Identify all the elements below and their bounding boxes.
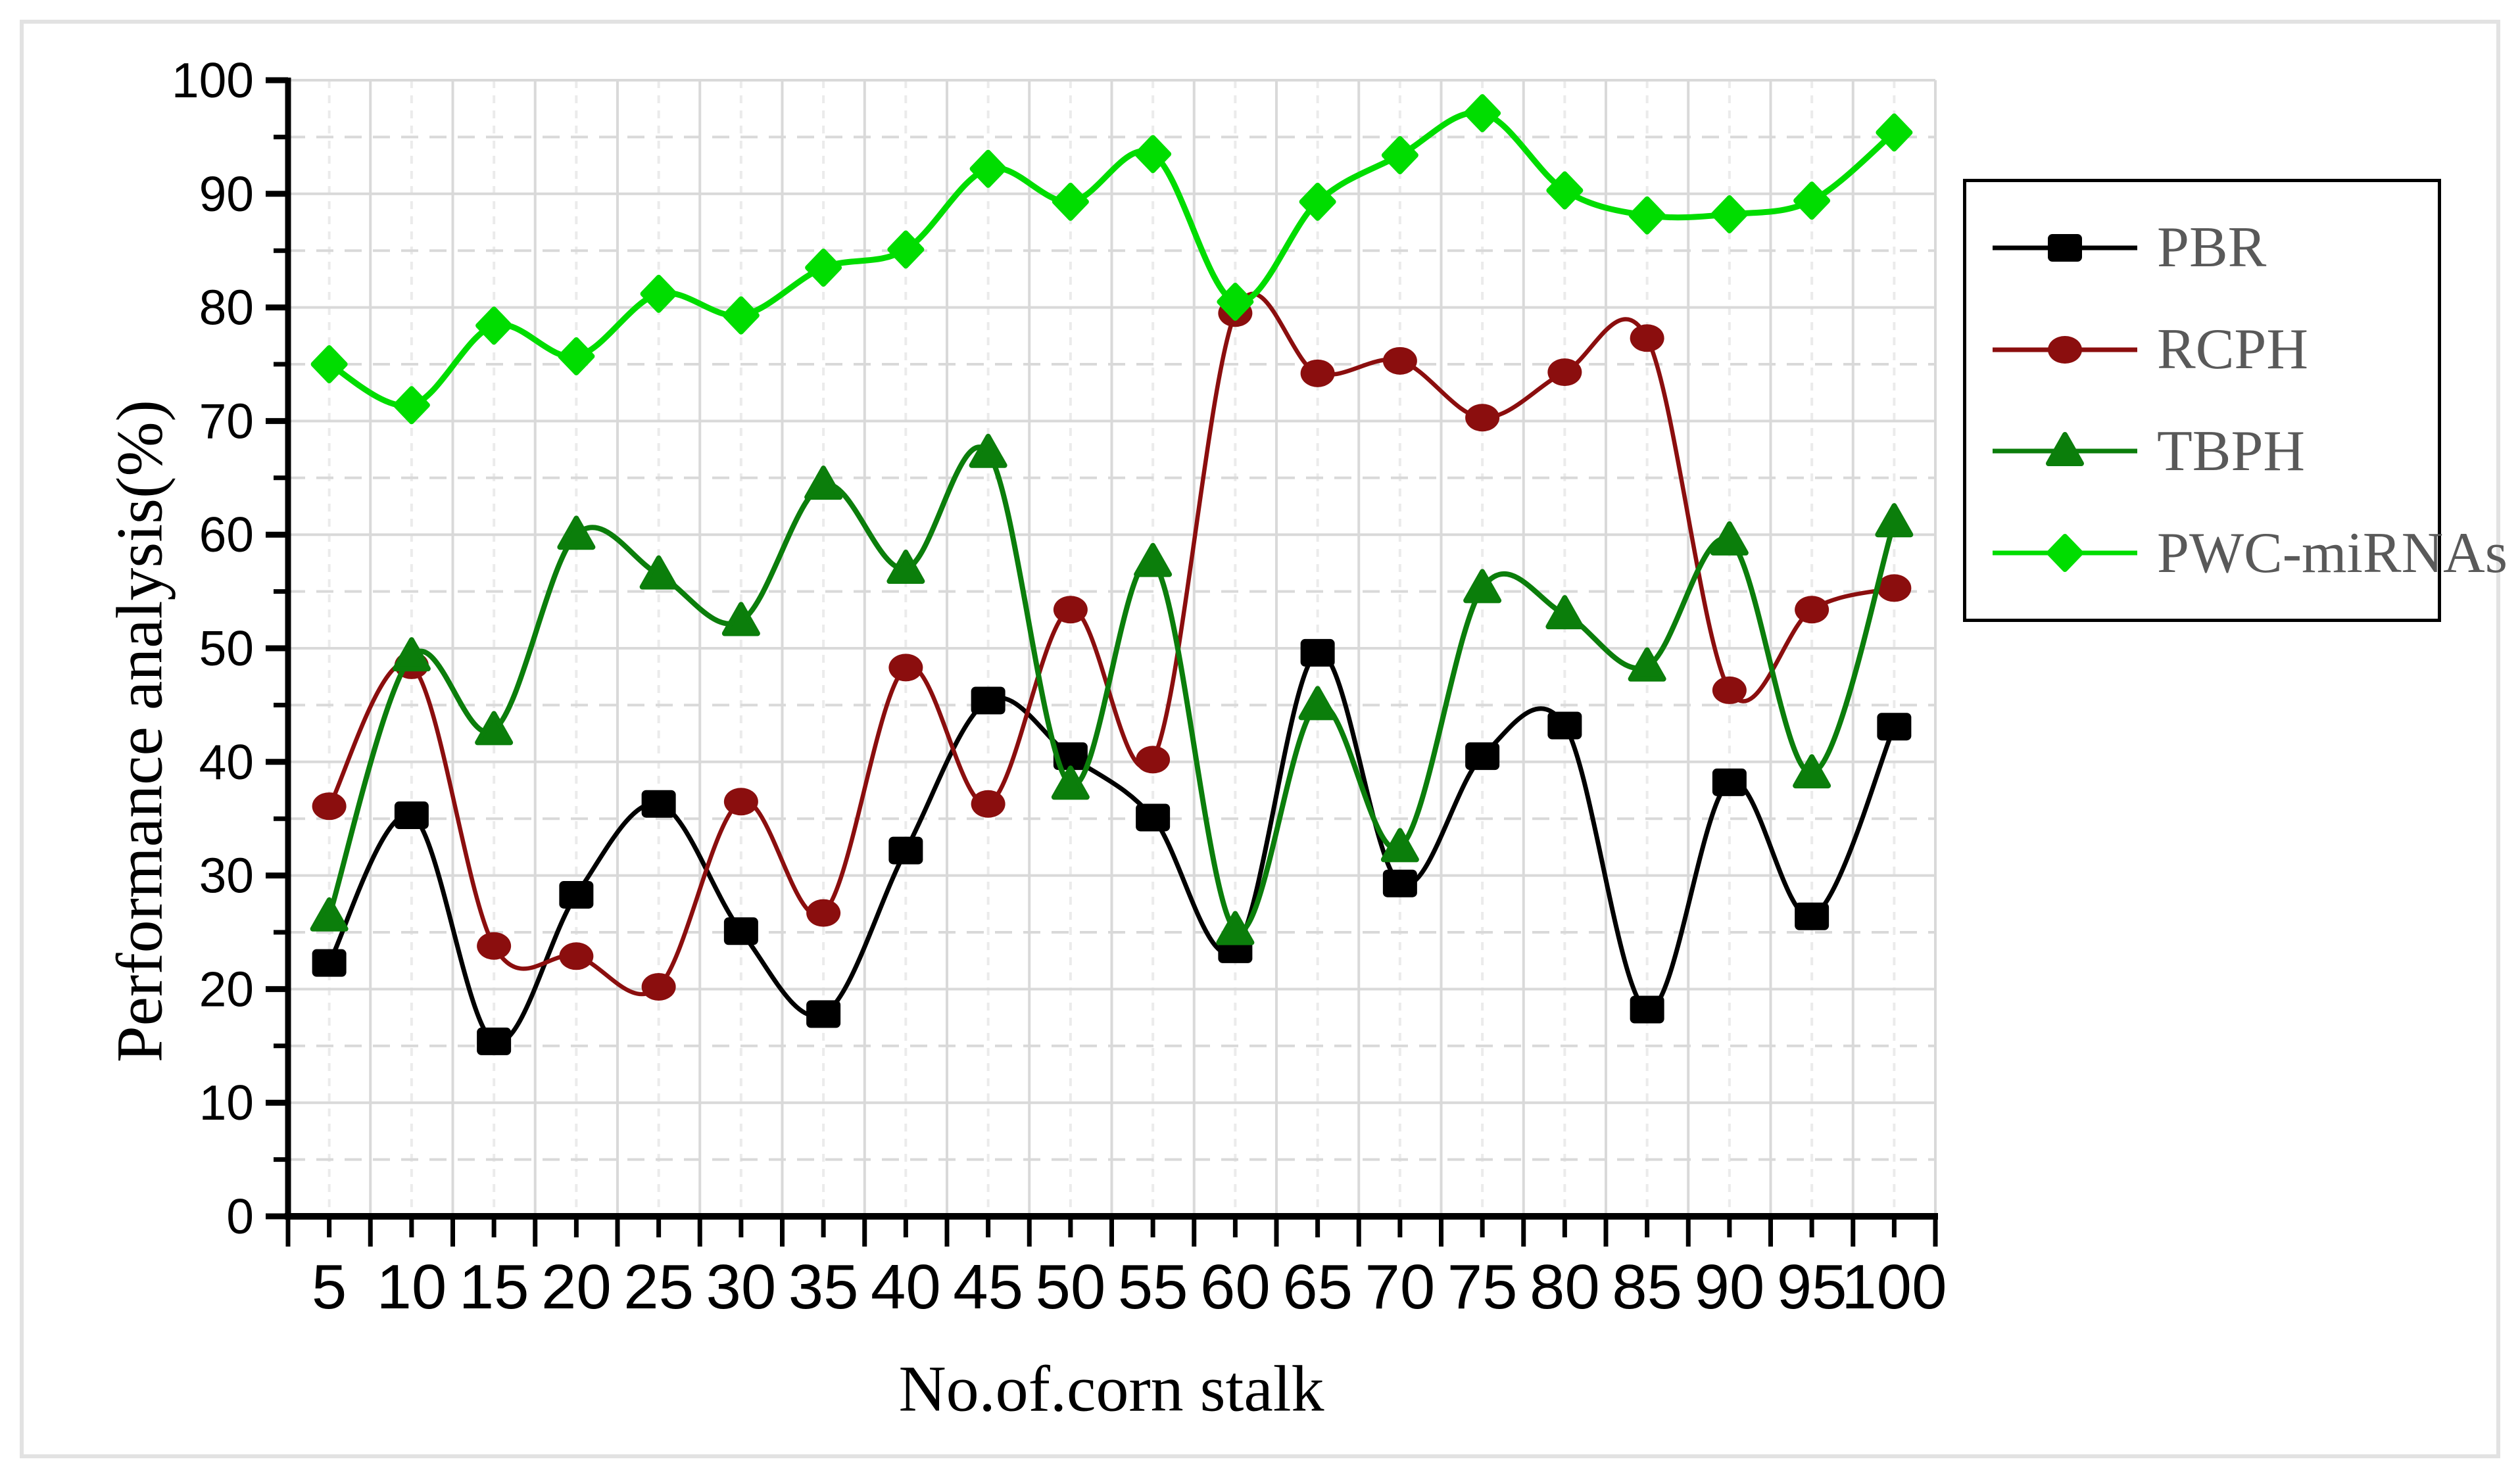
legend-label-pbr: PBR (2157, 216, 2267, 280)
x-tick-label: 20 (541, 1252, 612, 1322)
legend-label-rcph: RCPH (2157, 318, 2308, 382)
y-tick-label: 10 (199, 1075, 254, 1130)
x-tick-label: 95 (1777, 1252, 1847, 1322)
y-axis-title: Performance analysis(%) (103, 400, 176, 1062)
x-axis-ticks (285, 1216, 1938, 1247)
legend-item-tbph: TBPH (1989, 415, 2438, 487)
horizontal-gridlines (288, 79, 1935, 1161)
y-tick-label: 40 (199, 734, 254, 790)
x-tick-label: 85 (1612, 1252, 1682, 1322)
series-PWC-miRNAs (310, 94, 1913, 425)
tbph-triangle-marker-icon (1993, 432, 2137, 467)
series-TBPH (310, 433, 1914, 945)
x-tick-label: 75 (1447, 1252, 1518, 1322)
y-tick-label: 90 (199, 166, 254, 222)
y-tick-label: 70 (199, 393, 254, 448)
x-tick-label: 35 (788, 1252, 859, 1322)
x-tick-label: 65 (1282, 1252, 1353, 1322)
y-tick-label: 20 (199, 961, 254, 1016)
y-tick-labels: 0 10 20 30 40 50 60 70 80 90 100 (172, 53, 254, 1244)
y-tick-label: 0 (226, 1189, 254, 1244)
y-tick-label: 80 (199, 280, 254, 335)
pbr-square-marker-icon (1993, 233, 2137, 262)
legend-item-pbr: PBR (1989, 212, 2438, 284)
legend-item-pwc-mirnas: PWC-miRNAs (1989, 517, 2508, 589)
x-tick-label: 70 (1365, 1252, 1435, 1322)
series-RCPH (312, 291, 1912, 1001)
outer-frame (20, 20, 2500, 1458)
x-tick-label: 25 (623, 1252, 694, 1322)
legend-label-pwc-mirnas: PWC-miRNAs (2157, 521, 2508, 585)
y-axis-ticks (266, 77, 288, 1220)
x-tick-label: 5 (312, 1252, 347, 1322)
series-PBR (312, 638, 1912, 1055)
legend-label-tbph: TBPH (2157, 419, 2305, 483)
x-tick-label: 10 (376, 1252, 447, 1322)
x-axis-title: No.of.corn stalk (898, 1352, 1324, 1425)
rcph-circle-marker-icon (1993, 335, 2137, 364)
legend-item-rcph: RCPH (1989, 314, 2438, 386)
x-tick-label: 55 (1118, 1252, 1188, 1322)
y-tick-label: 30 (199, 848, 254, 903)
x-tick-label: 50 (1035, 1252, 1105, 1322)
x-tick-label: 100 (1841, 1252, 1947, 1322)
legend: PBR RCPH TBPH PWC-miRNAs (1963, 179, 2508, 622)
x-tick-label: 90 (1694, 1252, 1764, 1322)
x-tick-label: 40 (871, 1252, 941, 1322)
x-tick-label: 80 (1530, 1252, 1600, 1322)
y-tick-label: 50 (199, 621, 254, 676)
x-tick-label: 30 (706, 1252, 776, 1322)
pwc-mirnas-diamond-marker-icon (1993, 534, 2137, 573)
x-tick-label: 45 (953, 1252, 1023, 1322)
x-tick-label: 60 (1200, 1252, 1271, 1322)
y-tick-label: 100 (172, 53, 254, 108)
y-tick-label: 60 (199, 507, 254, 562)
x-tick-label: 15 (459, 1252, 529, 1322)
